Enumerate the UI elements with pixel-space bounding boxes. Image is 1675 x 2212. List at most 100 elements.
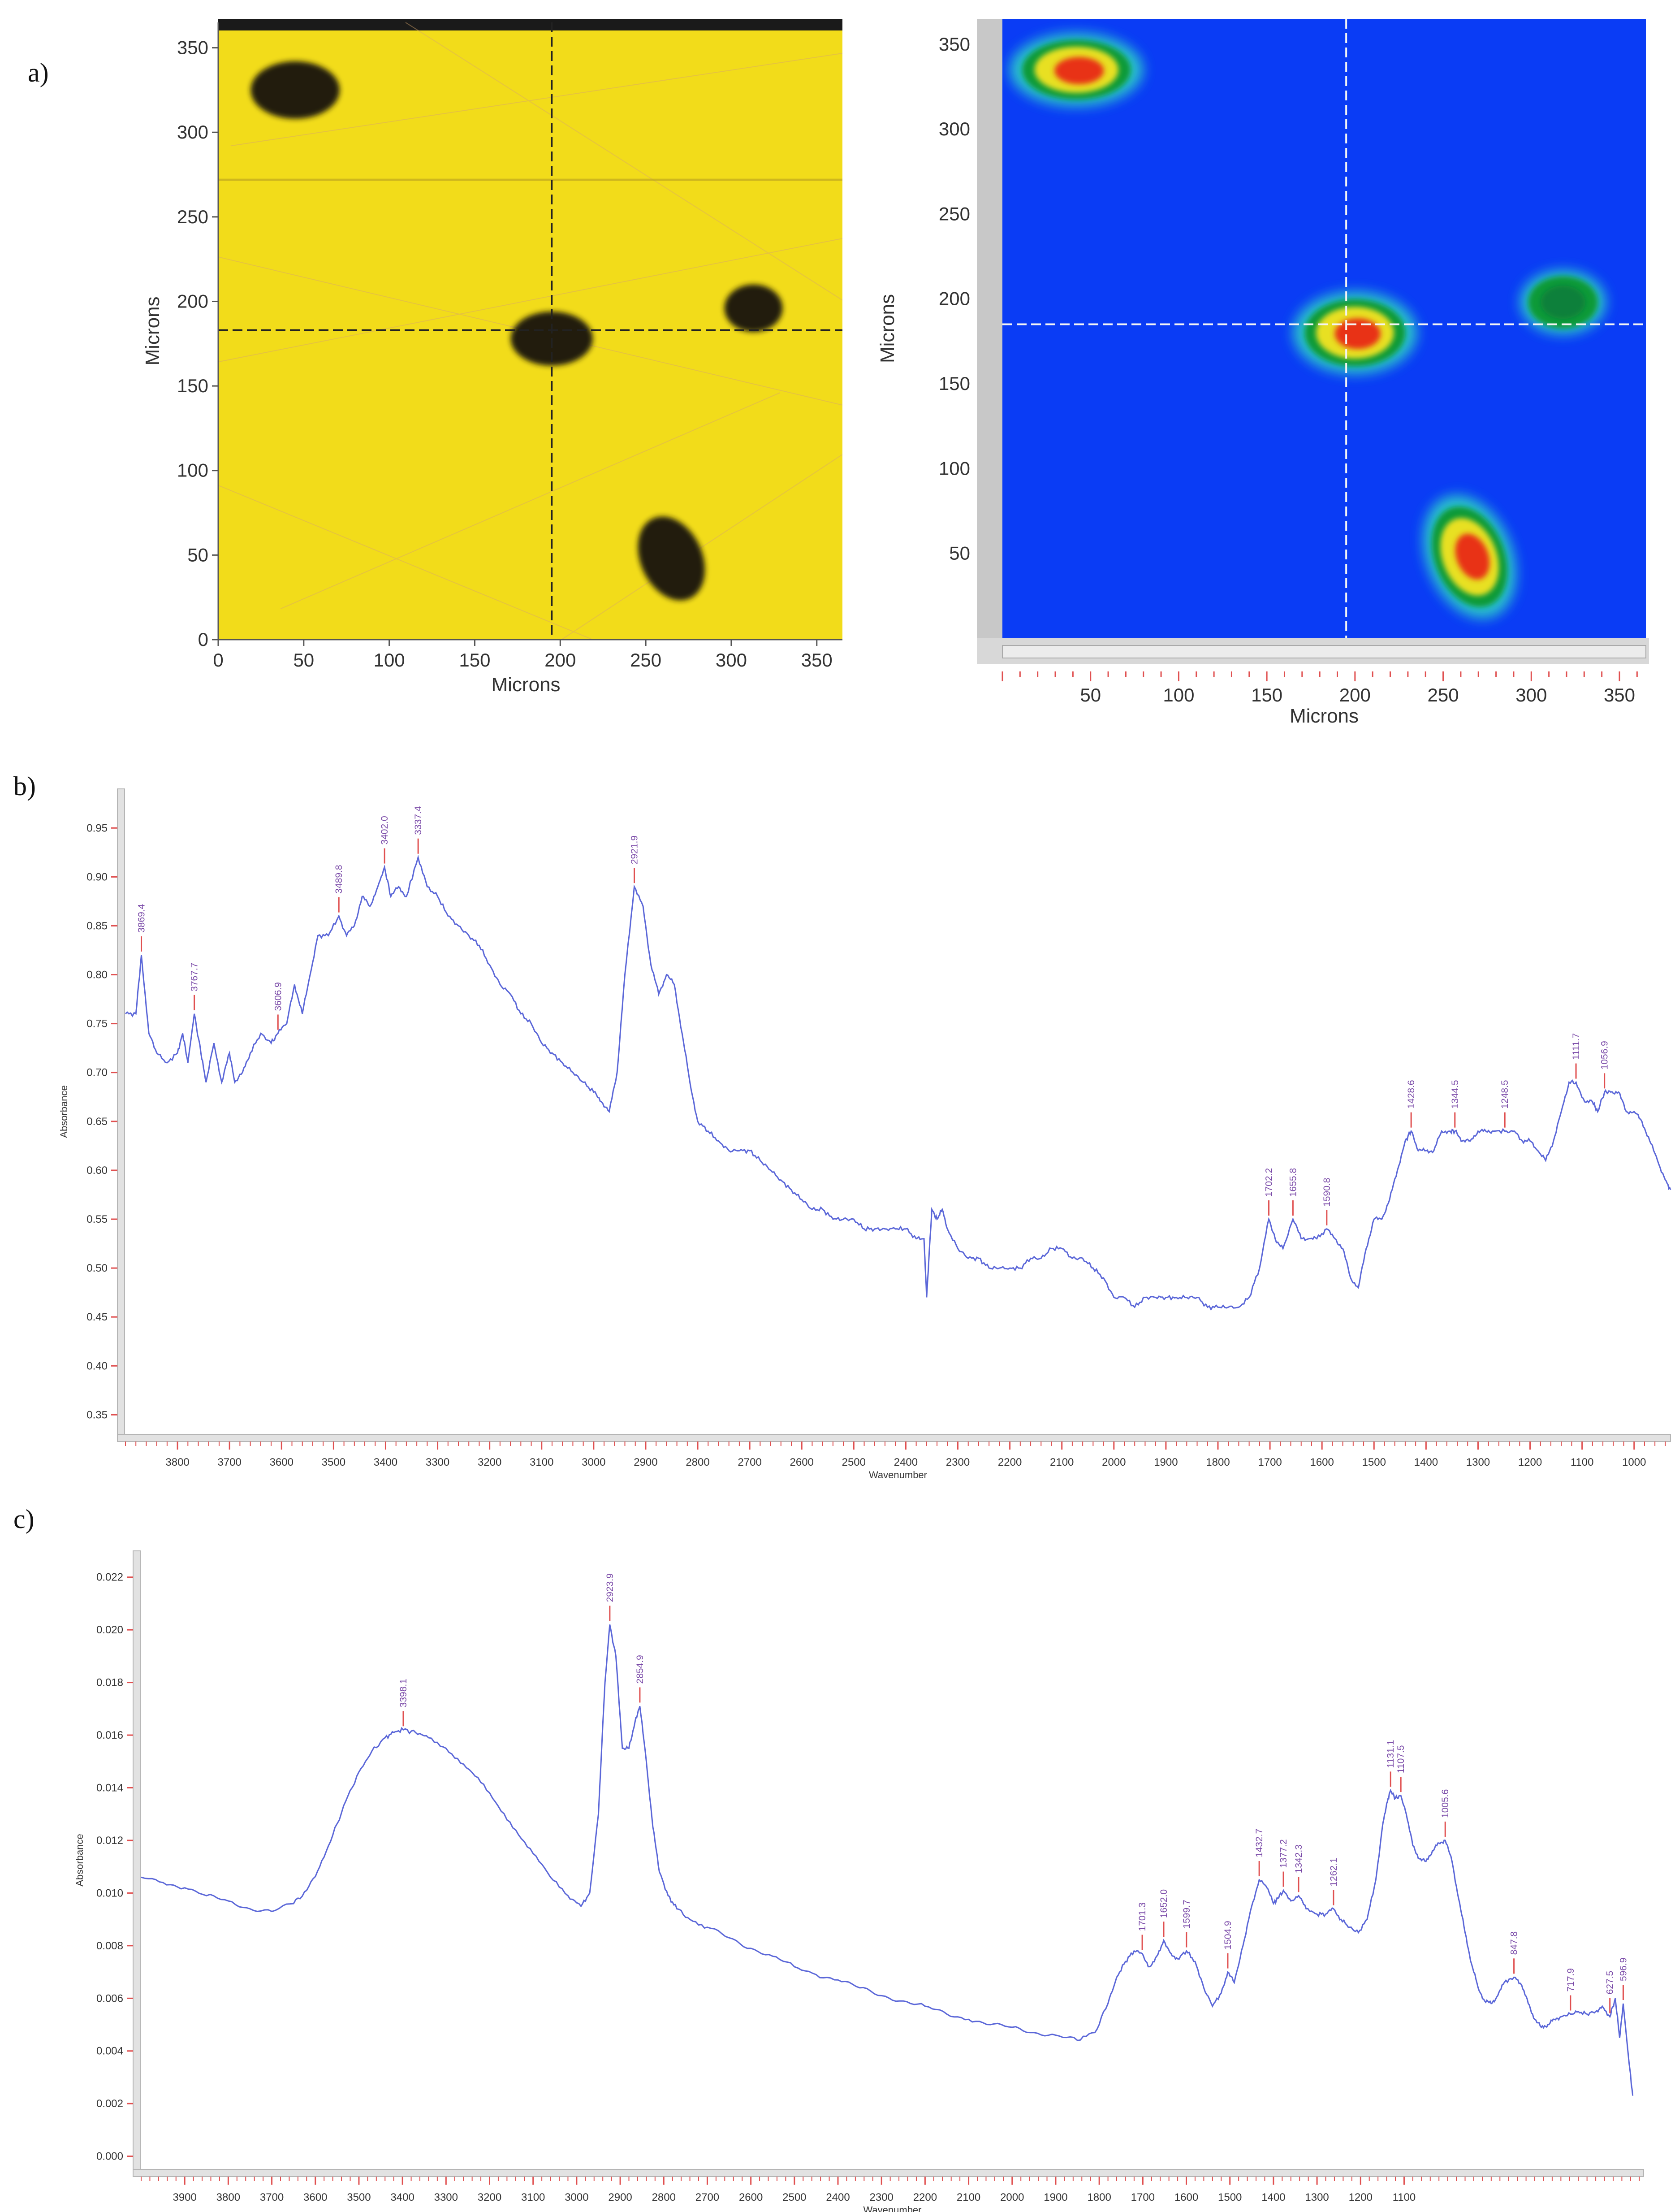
x-axis-bar bbox=[133, 2169, 1644, 2177]
dark-particle bbox=[250, 61, 340, 119]
x-tick-label: 2000 bbox=[1000, 2191, 1024, 2203]
x-tick-label: 3100 bbox=[521, 2191, 545, 2203]
x-tick-label: 1600 bbox=[1310, 1456, 1334, 1468]
x-tick-label: 1900 bbox=[1044, 2191, 1067, 2203]
x-tick-label: 1200 bbox=[1518, 1456, 1542, 1468]
x-tick-label: 200 bbox=[1339, 684, 1371, 706]
x-tick-label: 2700 bbox=[695, 2191, 719, 2203]
x-tick-label: 2200 bbox=[913, 2191, 937, 2203]
x-tick-label: 150 bbox=[459, 649, 490, 671]
peak-label: 1377.2 bbox=[1278, 1839, 1289, 1868]
x-tick-label: 100 bbox=[1163, 684, 1194, 706]
dark-particle bbox=[724, 284, 783, 332]
x-tick-label: 250 bbox=[630, 649, 661, 671]
x-tick-label: 2700 bbox=[738, 1456, 761, 1468]
peak-label: 3869.4 bbox=[137, 904, 147, 933]
x-tick-label: 2300 bbox=[946, 1456, 970, 1468]
peak-label: 596.9 bbox=[1618, 1957, 1628, 1981]
y-tick-label: 200 bbox=[177, 290, 208, 312]
x-tick-label: 2300 bbox=[870, 2191, 894, 2203]
dark-particle bbox=[638, 516, 705, 601]
x-tick-label: 50 bbox=[293, 649, 314, 671]
map-left-frame bbox=[977, 19, 1002, 664]
x-tick-label: 3100 bbox=[530, 1456, 553, 1468]
x-tick-label: 1300 bbox=[1466, 1456, 1490, 1468]
spectrum-c-panel: 3900 3800 3700 3600 3500 3400 3300 3200 3100 3000… bbox=[74, 1550, 1644, 2212]
y-tick-label: 100 bbox=[939, 458, 970, 479]
y-tick-label: 0.006 bbox=[96, 1992, 123, 2004]
x-tick-label: 3200 bbox=[478, 1456, 501, 1468]
x-axis-bar bbox=[117, 1434, 1671, 1442]
x-tick-label: 3700 bbox=[260, 2191, 284, 2203]
y-tick-label: 0.016 bbox=[96, 1729, 123, 1741]
scratch-line bbox=[218, 238, 842, 363]
y-axis-label: Microns bbox=[876, 294, 898, 363]
peak-label: 3398.1 bbox=[398, 1679, 409, 1707]
scratch-line bbox=[405, 22, 842, 301]
spectrum-b-panel: 3800 3700 3600 3500 3400 3300 3200 3100 3000 2900… bbox=[58, 788, 1671, 1480]
y-tick-label: 150 bbox=[177, 375, 208, 396]
x-tick-label: 2400 bbox=[894, 1456, 918, 1468]
hotspot-red bbox=[1054, 57, 1104, 84]
panel-label-b: b) bbox=[13, 771, 36, 801]
hotspot-red bbox=[1455, 533, 1490, 580]
y-tick-label: 100 bbox=[177, 460, 208, 481]
hotspot-red bbox=[1334, 318, 1381, 349]
y-tick-label: 0.60 bbox=[86, 1164, 108, 1177]
y-tick-label: 0.008 bbox=[96, 1940, 123, 1952]
y-tick-label: 0.55 bbox=[86, 1213, 108, 1225]
peak-label: 1056.9 bbox=[1600, 1041, 1610, 1069]
y-tick-label: 150 bbox=[939, 373, 970, 394]
peak-label: 1111.7 bbox=[1571, 1033, 1581, 1060]
x-tick-label: 3000 bbox=[565, 2191, 588, 2203]
x-tick-label: 2000 bbox=[1102, 1456, 1126, 1468]
x-tick-label: 2800 bbox=[652, 2191, 676, 2203]
peak-label: 627.5 bbox=[1605, 1971, 1615, 1995]
optical-top-band bbox=[218, 19, 842, 30]
x-tick-label: 3900 bbox=[173, 2191, 196, 2203]
y-tick-label: 0.002 bbox=[96, 2098, 123, 2110]
y-tick-label: 0.75 bbox=[86, 1018, 108, 1030]
x-tick-label: 2800 bbox=[686, 1456, 709, 1468]
x-tick-label: 2100 bbox=[957, 2191, 980, 2203]
x-tick-label: 1600 bbox=[1174, 2191, 1198, 2203]
x-tick-label: 2900 bbox=[608, 2191, 632, 2203]
y-tick-label: 0.000 bbox=[96, 2151, 123, 2163]
peak-label: 1701.3 bbox=[1137, 1902, 1148, 1931]
peak-label: 1342.3 bbox=[1294, 1844, 1304, 1873]
x-axis-label: Wavenumber bbox=[869, 1469, 927, 1480]
y-tick-label: 0.014 bbox=[96, 1782, 123, 1794]
x-tick-label: 3700 bbox=[217, 1456, 241, 1468]
x-tick-label: 1300 bbox=[1305, 2191, 1329, 2203]
x-tick-label: 50 bbox=[1080, 684, 1101, 706]
peak-label: 1005.6 bbox=[1440, 1789, 1451, 1818]
scratch-line bbox=[218, 485, 593, 640]
x-tick-label: 250 bbox=[1428, 684, 1459, 706]
x-tick-label: 3400 bbox=[374, 1456, 397, 1468]
peak-label: 1107.5 bbox=[1396, 1745, 1406, 1773]
peak-label: 1504.9 bbox=[1223, 1921, 1233, 1949]
x-tick-label: 3600 bbox=[303, 2191, 327, 2203]
peak-label: 2921.9 bbox=[630, 835, 640, 864]
x-tick-label: 3200 bbox=[478, 2191, 501, 2203]
peak-label: 3402.0 bbox=[380, 816, 390, 844]
spectrum-line bbox=[141, 1624, 1634, 2096]
scratch-line bbox=[280, 392, 781, 610]
y-tick-label: 0.018 bbox=[96, 1677, 123, 1689]
peak-label: 1248.5 bbox=[1500, 1080, 1510, 1108]
y-tick-label: 0.90 bbox=[86, 871, 108, 883]
y-tick-label: 50 bbox=[187, 544, 208, 565]
x-tick-label: 2500 bbox=[782, 2191, 806, 2203]
peak-label: 2923.9 bbox=[605, 1573, 615, 1602]
peak-label: 1131.1 bbox=[1386, 1740, 1396, 1768]
peak-label: 1432.7 bbox=[1254, 1829, 1265, 1857]
y-tick-label: 0.85 bbox=[86, 920, 108, 932]
x-tick-label: 1500 bbox=[1218, 2191, 1242, 2203]
x-tick-label: 1100 bbox=[1571, 1456, 1594, 1468]
x-tick-label: 350 bbox=[801, 649, 833, 671]
y-axis-label: Absorbance bbox=[74, 1834, 85, 1886]
y-tick-label: 0 bbox=[198, 629, 208, 650]
y-tick-label: 0.95 bbox=[86, 822, 108, 834]
y-tick-label: 0.70 bbox=[86, 1067, 108, 1079]
